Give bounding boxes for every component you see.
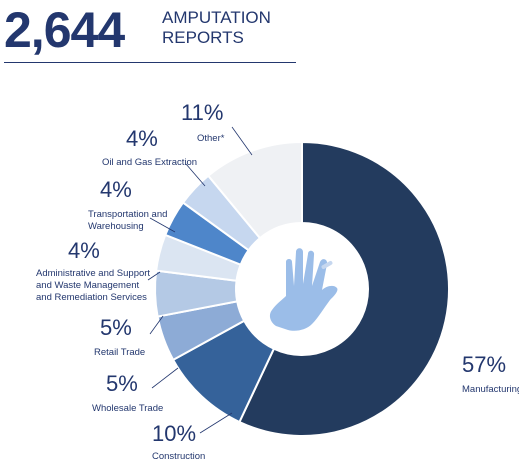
pct-label-4: 4%: [68, 238, 100, 263]
pct-label-0: 57%: [462, 352, 506, 377]
header: 2,644 AMPUTATION REPORTS: [0, 0, 519, 70]
slice-labels: 57% Manufacturing 10% Construction 5% Wholesa…: [36, 100, 519, 462]
pct-label-1: 10%: [152, 421, 196, 446]
category-label-7-line-0: Other*: [197, 133, 225, 144]
leader-line-5: [149, 217, 176, 233]
donut-slices: [154, 140, 450, 437]
leader-line-3: [149, 315, 164, 335]
category-label-6-line-0: Oil and Gas Extraction: [102, 157, 197, 168]
category-label-4-line-1: and Waste Management: [36, 280, 140, 291]
leader-line-7: [231, 126, 253, 156]
header-rule: [4, 62, 296, 63]
header-label-line2: REPORTS: [162, 28, 244, 47]
slice-other: [206, 140, 303, 240]
category-label-2-line-0: Wholesale Trade: [92, 403, 163, 414]
pct-label-7: 11%: [181, 100, 223, 125]
leader-lines: [147, 126, 253, 434]
hand-icon: [269, 248, 338, 331]
header-label-line1: AMPUTATION: [162, 8, 271, 27]
category-label-0-line-0: Manufacturing: [462, 384, 519, 395]
leader-line-6: [185, 163, 206, 187]
category-label-1-line-0: Construction: [152, 451, 205, 462]
pct-label-2: 5%: [106, 371, 138, 396]
leader-line-1: [199, 412, 233, 434]
pct-label-3: 5%: [100, 315, 132, 340]
leader-line-4: [147, 271, 161, 281]
category-label-5-line-0: Transportation and: [88, 209, 167, 220]
header-label: AMPUTATION REPORTS: [162, 8, 271, 48]
pct-label-6: 4%: [126, 126, 158, 151]
slice-manufacturing: [238, 140, 450, 437]
category-label-5-line-1: Warehousing: [88, 221, 144, 232]
category-label-4-line-0: Administrative and Support: [36, 268, 150, 279]
leader-line-2: [151, 367, 179, 389]
category-label-3-line-0: Retail Trade: [94, 347, 145, 358]
pct-label-5: 4%: [100, 177, 132, 202]
category-label-4-line-2: and Remediation Services: [36, 292, 147, 303]
total-reports-number: 2,644: [4, 2, 125, 58]
